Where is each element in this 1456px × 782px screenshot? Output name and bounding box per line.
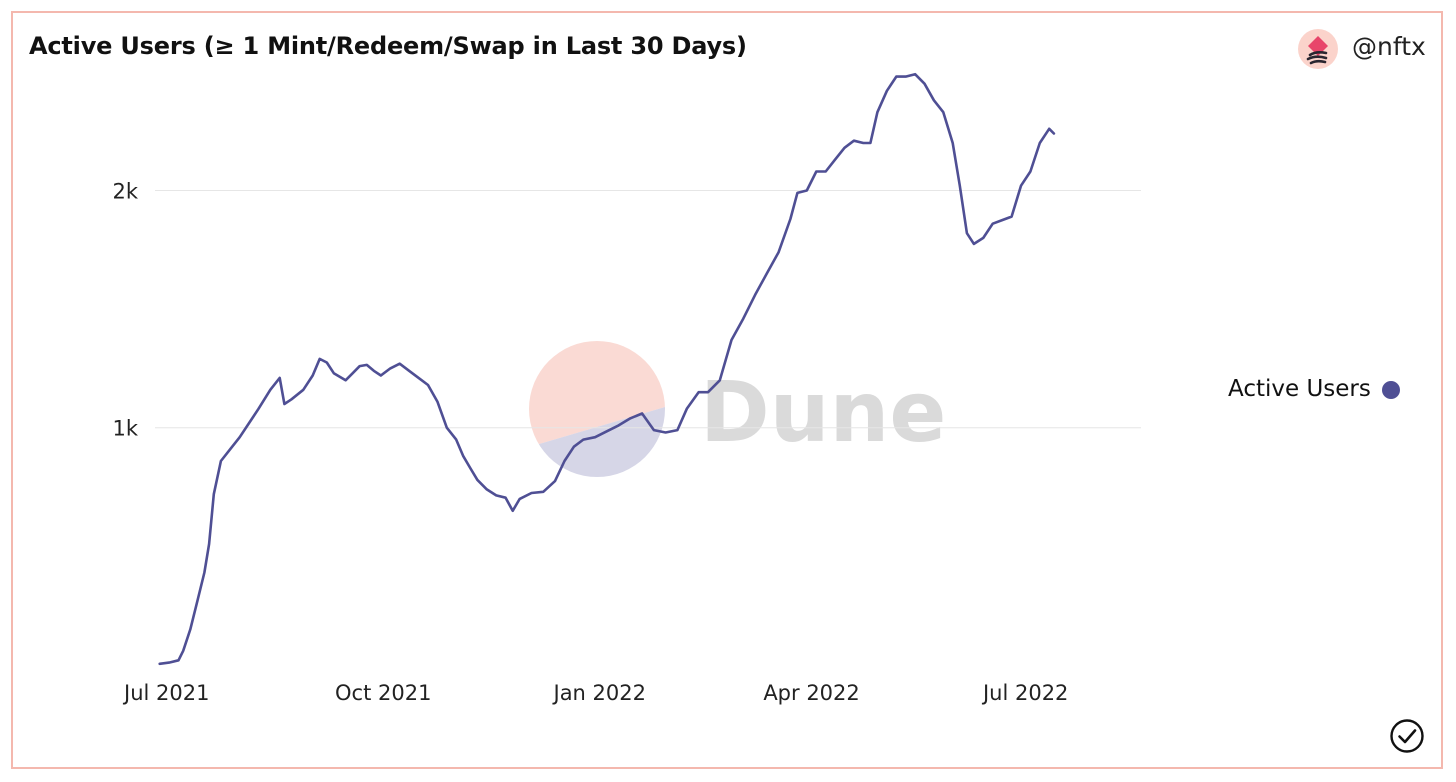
watermark: Dune bbox=[529, 341, 946, 477]
x-axis: Jul 2021 Oct 2021 Jan 2022 Apr 2022 Jul 2022 bbox=[122, 681, 1068, 705]
legend-dot bbox=[1382, 381, 1400, 399]
x-tick-label: Apr 2022 bbox=[763, 681, 859, 705]
grid-lines bbox=[155, 189, 1141, 429]
dune-logo-icon bbox=[1298, 29, 1338, 69]
x-tick-label: Jan 2022 bbox=[552, 681, 647, 705]
watermark-text: Dune bbox=[700, 363, 946, 461]
legend-label: Active Users bbox=[1228, 376, 1371, 402]
chart-card bbox=[11, 11, 1443, 769]
checkmark-circle-icon bbox=[1390, 719, 1424, 753]
author-handle[interactable]: @nftx bbox=[1352, 32, 1426, 61]
y-axis: 1k 2k bbox=[112, 179, 138, 440]
series-line-active-users bbox=[158, 72, 1056, 666]
y-tick-label: 1k bbox=[112, 417, 138, 441]
chart-title: Active Users (≥ 1 Mint/Redeem/Swap in La… bbox=[29, 32, 747, 60]
x-tick-label: Jul 2021 bbox=[122, 681, 209, 705]
x-tick-label: Oct 2021 bbox=[335, 681, 431, 705]
y-tick-label: 2k bbox=[112, 179, 138, 203]
x-tick-label: Jul 2022 bbox=[981, 681, 1068, 705]
